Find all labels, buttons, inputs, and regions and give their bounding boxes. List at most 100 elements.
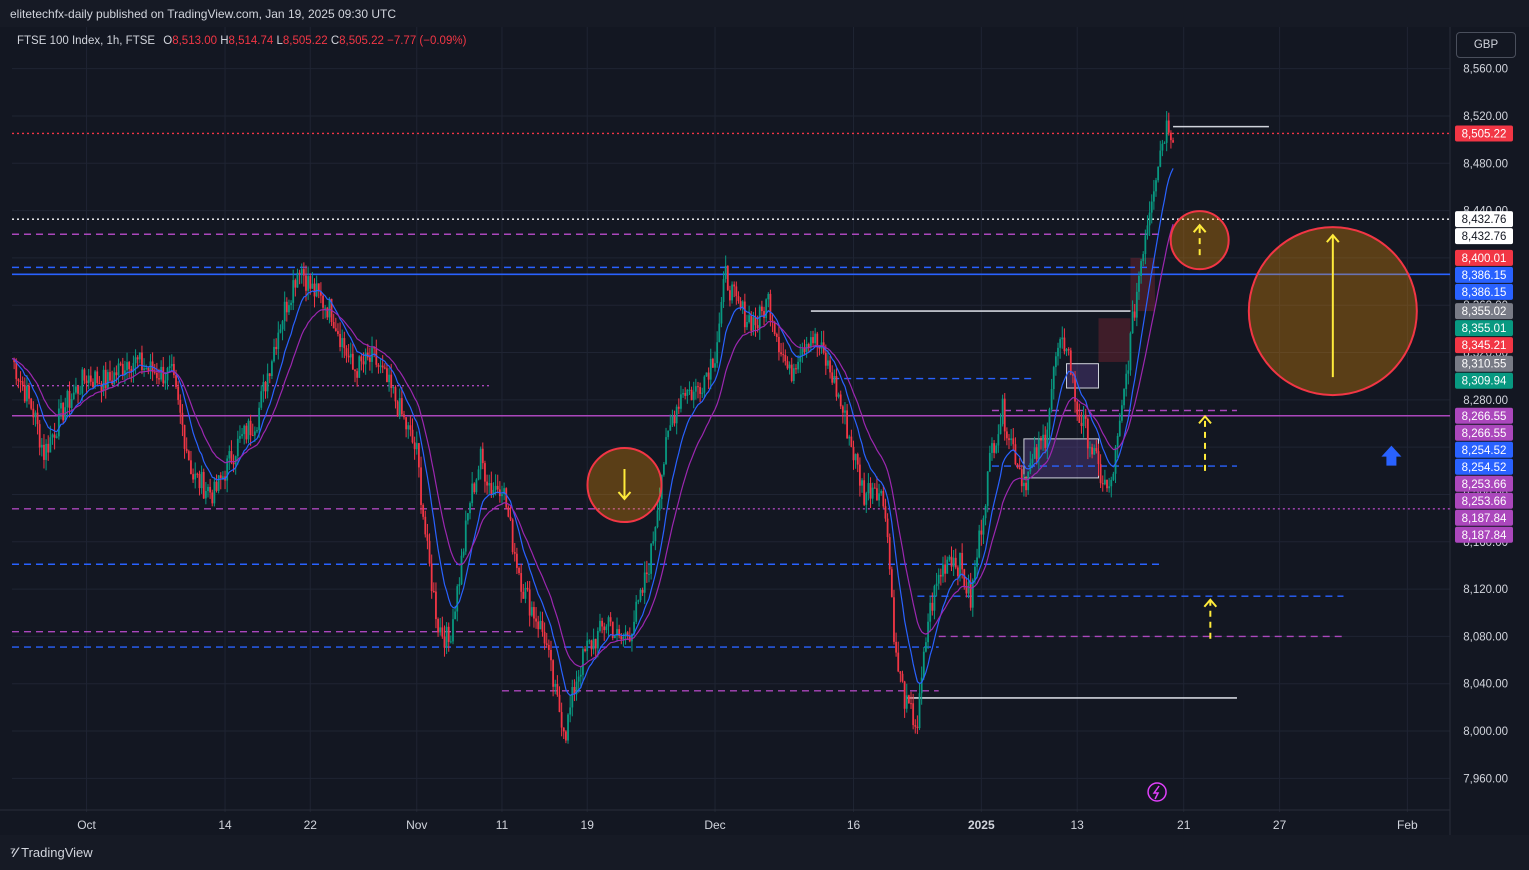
- candle-body: [236, 438, 239, 457]
- candle: [795, 364, 797, 374]
- candle: [765, 298, 768, 323]
- candle-body: [520, 573, 523, 592]
- currency-button[interactable]: GBP: [1456, 32, 1516, 58]
- price-label-badge: 8,187.84: [1455, 526, 1513, 543]
- symbol-name[interactable]: FTSE 100 Index, 1h, FTSE: [17, 35, 156, 47]
- candle-body: [377, 364, 380, 367]
- candle-body: [413, 442, 416, 450]
- candle-body: [633, 621, 635, 634]
- candle-body: [997, 434, 1000, 446]
- candle: [720, 297, 723, 328]
- price-label-badge: 8,187.84: [1455, 509, 1513, 526]
- candle-body: [234, 456, 237, 465]
- candle-body: [230, 451, 233, 463]
- candle: [669, 414, 672, 431]
- symbol-legend: FTSE 100 Index, 1h, FTSE O8,513.00 H8,51…: [17, 35, 466, 47]
- candle: [697, 381, 699, 399]
- chart-svg[interactable]: 7,960.00 8,000.00 8,040.00 8,080.00 8,120.00…: [0, 27, 1529, 835]
- candle-body: [158, 378, 160, 380]
- candle-body: [68, 390, 71, 408]
- candle-body: [398, 398, 401, 417]
- candle-body: [652, 541, 655, 544]
- candle: [57, 399, 60, 440]
- price-label-badge: 8,266.55: [1455, 407, 1513, 424]
- price-label-text: 8,253.66: [1462, 479, 1507, 491]
- candle-body: [650, 543, 653, 574]
- candle-body: [848, 436, 851, 439]
- candle-body: [38, 424, 41, 448]
- candle-body: [85, 380, 88, 384]
- candle-body: [337, 331, 339, 334]
- arrow-head: [1203, 598, 1218, 608]
- candle-body: [273, 346, 275, 362]
- candle-body: [271, 361, 273, 377]
- footer-brand[interactable]: ⁷⁄ TradingView: [10, 844, 93, 860]
- price-label-text: 8,432.76: [1462, 231, 1507, 243]
- candle-body: [942, 564, 944, 577]
- candle: [535, 607, 537, 629]
- candle: [690, 386, 693, 401]
- candle: [1163, 141, 1166, 144]
- candle-body: [735, 286, 738, 297]
- y-tick-label: 8,280.00: [1463, 395, 1508, 407]
- candle-body: [1080, 422, 1083, 427]
- candle: [854, 453, 857, 469]
- candle-body: [750, 315, 753, 331]
- candle-body: [675, 406, 678, 424]
- candle: [324, 304, 327, 319]
- chart-area[interactable]: 7,960.00 8,000.00 8,040.00 8,080.00 8,120.00…: [0, 27, 1529, 835]
- candle: [814, 327, 817, 347]
- candle-body: [788, 364, 791, 369]
- candle-body: [428, 540, 431, 564]
- price-label-text: 8,345.21: [1462, 340, 1507, 352]
- price-label-badge: 8,345.21: [1455, 337, 1513, 354]
- candle-body: [477, 469, 480, 480]
- candle-body: [347, 355, 350, 358]
- candle: [447, 622, 450, 652]
- candle: [562, 727, 565, 740]
- candle-body: [969, 582, 972, 608]
- candle: [1050, 378, 1053, 413]
- candle-body: [611, 621, 614, 638]
- candle: [313, 278, 316, 308]
- candle-body: [285, 301, 288, 313]
- candle: [422, 503, 425, 520]
- candle: [658, 487, 661, 521]
- candle: [954, 548, 957, 570]
- candle-body: [1165, 120, 1168, 143]
- candle-body: [466, 513, 469, 521]
- candle-body: [1170, 132, 1172, 141]
- candle: [428, 533, 431, 567]
- candle: [980, 519, 983, 546]
- candle-body: [782, 354, 785, 356]
- candle: [128, 360, 131, 378]
- candle-body: [241, 434, 243, 437]
- candle-body: [471, 483, 474, 504]
- candle-body: [756, 325, 759, 329]
- candle-body: [143, 368, 145, 371]
- candle: [1112, 471, 1115, 481]
- candle: [667, 430, 670, 440]
- candle-body: [1103, 479, 1106, 485]
- x-tick-label: Nov: [406, 818, 427, 832]
- candle-body: [488, 483, 491, 486]
- candle-body: [628, 635, 631, 642]
- price-label-text: 8,432.76: [1462, 214, 1507, 226]
- candle-body: [705, 372, 708, 377]
- candle-body: [266, 373, 269, 392]
- candle: [51, 433, 54, 445]
- candle-body: [948, 556, 951, 560]
- badge-bg: [1455, 407, 1513, 424]
- candle-body: [179, 399, 182, 413]
- candle: [294, 278, 297, 297]
- candle: [988, 445, 991, 473]
- candle: [134, 349, 137, 375]
- x-tick-label: Feb: [1397, 818, 1418, 832]
- candle-body: [343, 338, 346, 349]
- candle-body: [528, 589, 531, 616]
- candle-body: [1155, 180, 1157, 192]
- candle: [611, 621, 614, 641]
- candle-body: [1031, 458, 1034, 464]
- candle-body: [961, 552, 964, 570]
- candle: [432, 582, 435, 593]
